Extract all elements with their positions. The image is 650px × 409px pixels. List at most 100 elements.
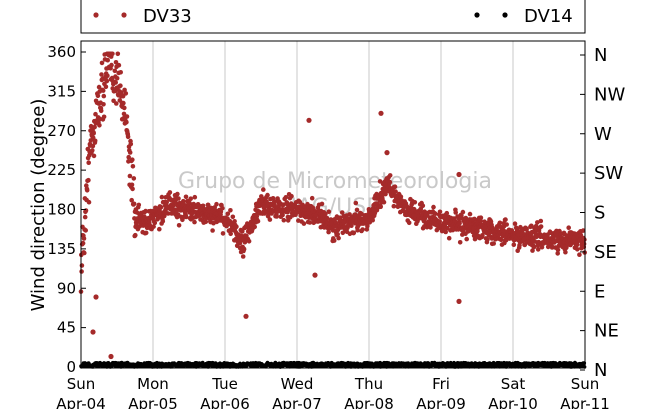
dv33-point (128, 141, 134, 147)
dv33-point (151, 224, 156, 229)
dv33-point (124, 119, 129, 125)
dv33-point (387, 179, 393, 185)
dv33-point (582, 237, 587, 242)
dv33-point (113, 80, 118, 85)
dv33-point (157, 226, 162, 232)
dv33-point (335, 232, 341, 237)
dv33-point (91, 131, 96, 136)
x-tick-label-date: Apr-06 (200, 395, 250, 409)
dv33-point (378, 110, 384, 116)
dv33-point (504, 222, 510, 227)
dv33-point (349, 223, 354, 228)
dv33-point (113, 60, 119, 65)
x-tick-label-day: Mon (137, 375, 169, 393)
dv33-point (214, 201, 219, 207)
legend-marker-dv33 (93, 12, 99, 18)
dv33-point (158, 204, 164, 210)
dv33-point (364, 227, 370, 232)
x-tick-label-day: Fri (432, 375, 450, 393)
x-tick-label-date: Apr-05 (128, 395, 178, 409)
dv33-point (130, 164, 136, 169)
dv33-point (210, 228, 215, 233)
dv33-point (478, 215, 484, 220)
dv33-point (192, 219, 197, 225)
dv33-point (433, 211, 438, 216)
dv33-point (384, 150, 390, 156)
legend-marker-dv14 (474, 12, 480, 18)
dv33-point (101, 114, 107, 120)
dv33-point (530, 248, 535, 253)
dv33-point (511, 242, 517, 247)
dv33-point (351, 230, 357, 236)
dv33-point (555, 247, 561, 253)
dv33-point (261, 187, 266, 192)
dv33-point (183, 194, 189, 200)
dv33-point (232, 219, 237, 224)
dv33-point (503, 217, 508, 222)
dv33-point (281, 217, 287, 223)
x-tick-label-date: Apr-11 (560, 395, 610, 409)
dv33-point (539, 244, 545, 250)
y-tick-label: 270 (47, 122, 76, 140)
dv33-point (309, 195, 315, 201)
dv33-point (392, 184, 398, 189)
dv33-point (228, 231, 233, 237)
dv33-point (272, 199, 277, 204)
dv33-point (114, 101, 119, 106)
dv33-point (203, 219, 209, 225)
plot-frame (80, 40, 586, 369)
right-tick-label: NW (594, 84, 625, 105)
dv33-point (497, 220, 503, 226)
dv33-point (126, 154, 131, 160)
dv33-point (531, 244, 537, 250)
dv33-point (164, 200, 169, 205)
dv33-point (555, 251, 560, 256)
grid (152, 41, 514, 368)
dv33-point (464, 236, 470, 242)
dv33-point (443, 229, 449, 235)
dv33-point (92, 138, 98, 144)
dv33-point (121, 100, 126, 106)
dv33-point (326, 209, 332, 214)
legend: DV33 DV14 (80, 0, 586, 34)
dv33-series (78, 51, 587, 360)
dv33-point (265, 192, 270, 198)
dv33-point (580, 228, 586, 233)
dv33-point (391, 203, 397, 209)
x-tick-label-day: Sat (501, 375, 526, 393)
dv33-point (538, 224, 544, 229)
dv33-point (165, 211, 171, 216)
dv33-point (218, 209, 224, 215)
x-tick-label-date: Apr-04 (56, 395, 106, 409)
dv33-point (339, 210, 345, 215)
y-tick-label: 360 (47, 43, 76, 61)
dv33-point (538, 218, 544, 224)
dv33-point (485, 237, 490, 242)
dv33-point (183, 214, 189, 220)
dv33-point (136, 202, 142, 208)
dv33-point (127, 173, 133, 179)
dv33-point (272, 202, 277, 208)
dv33-point (114, 76, 120, 81)
dv33-point (99, 60, 105, 66)
dv33-point (323, 211, 328, 217)
legend-marker-dv14 (502, 12, 508, 18)
dv33-point (79, 263, 85, 268)
dv33-point (355, 228, 360, 233)
dv33-point (456, 298, 462, 304)
dv33-point (131, 201, 137, 207)
dv33-point (220, 205, 225, 211)
dv33-point (169, 211, 174, 216)
dv33-point (110, 51, 115, 57)
dv33-point (535, 247, 541, 252)
dv33-point (115, 51, 121, 57)
x-tick-label-day: Wed (281, 375, 314, 393)
dv33-point (90, 143, 96, 149)
legend-marker-dv33 (121, 12, 127, 18)
dv33-point (172, 207, 177, 212)
dv33-point (123, 91, 129, 96)
dv33-point (105, 73, 110, 79)
y-axis-label: Wind direction (degree) (28, 99, 49, 312)
dv33-point (480, 233, 485, 238)
dv33-point (406, 220, 412, 226)
